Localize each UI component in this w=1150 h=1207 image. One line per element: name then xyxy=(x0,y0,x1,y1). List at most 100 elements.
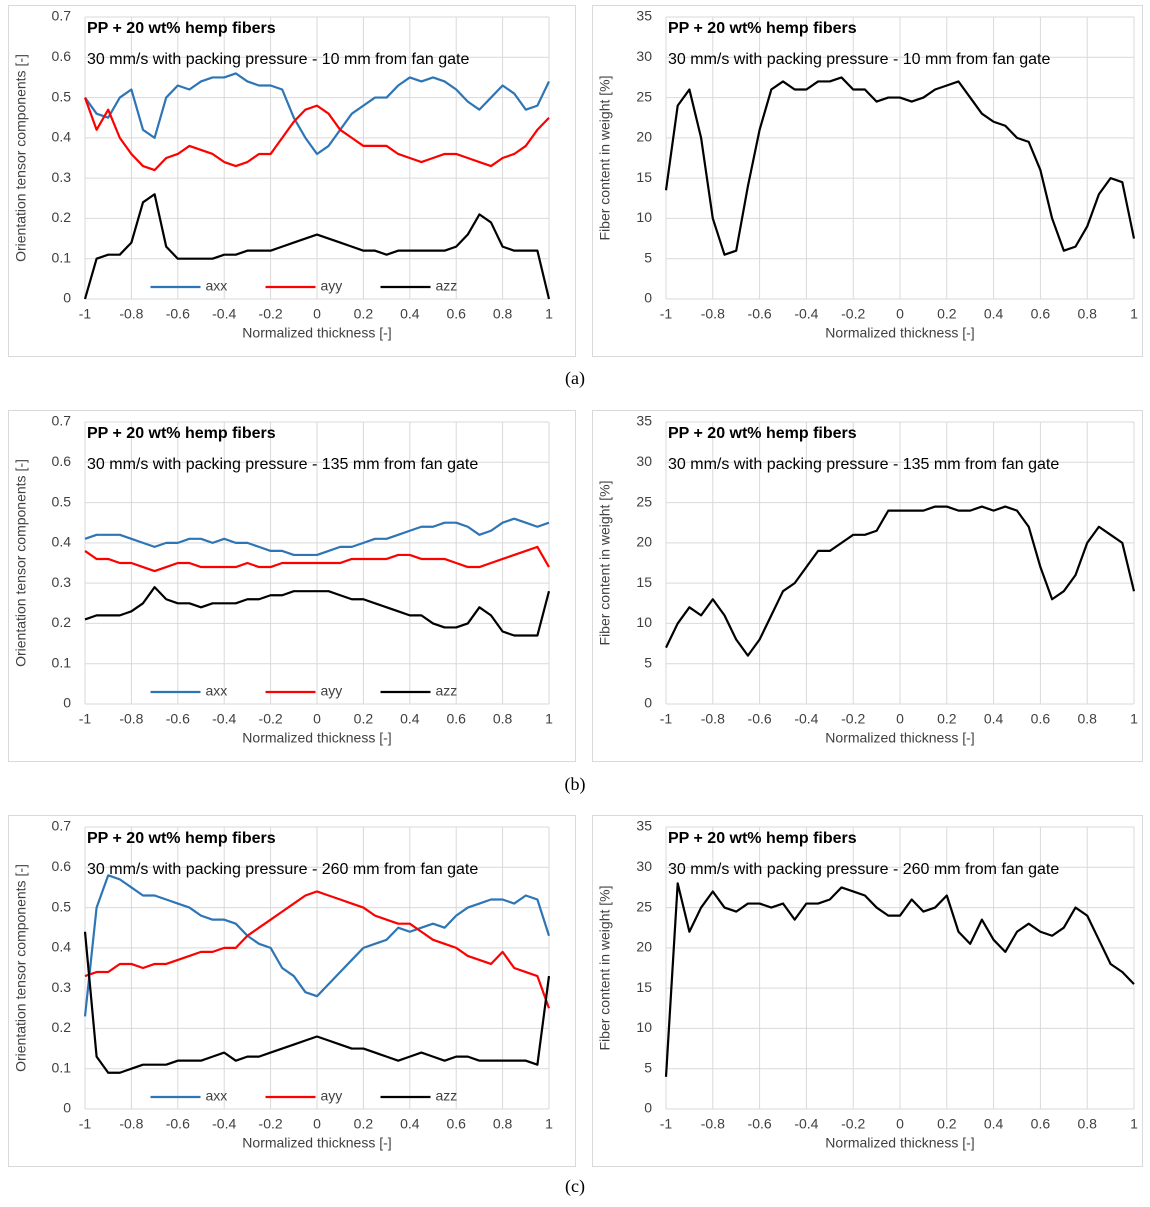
data-line xyxy=(84,545,550,573)
data-line xyxy=(84,890,551,1009)
x-tick-label: 0.2 xyxy=(937,306,957,322)
y-tick-label: 0.5 xyxy=(52,493,72,509)
y-tick-label: 0.4 xyxy=(52,939,72,955)
y-tick-label: 0 xyxy=(63,695,71,711)
data-line xyxy=(83,931,551,1074)
x-axis-label: Normalized thickness [-] xyxy=(242,325,391,341)
x-tick-label: -1 xyxy=(79,711,92,727)
x-tick-label: 0.8 xyxy=(493,1116,513,1132)
panel-border xyxy=(592,815,1143,1167)
y-tick-label: 15 xyxy=(636,979,652,995)
x-tick-label: -0.6 xyxy=(748,711,772,727)
x-tick-label: -0.4 xyxy=(212,711,236,727)
y-tick-label: 35 xyxy=(636,413,652,429)
data-line xyxy=(84,586,551,637)
x-tick-label: 0 xyxy=(896,306,904,322)
data-line xyxy=(84,517,550,557)
data-line xyxy=(664,882,1135,1077)
chart-title: PP + 20 wt% hemp fibers xyxy=(668,830,857,847)
x-tick-label: 1 xyxy=(545,306,553,322)
y-axis-label: Fiber content in weight [%] xyxy=(597,481,613,646)
x-tick-label: -0.6 xyxy=(166,711,190,727)
x-tick-label: 0.4 xyxy=(984,306,1004,322)
y-tick-label: 0.4 xyxy=(52,534,72,550)
y-tick-label: 25 xyxy=(636,493,652,509)
x-tick-label: 0 xyxy=(313,1116,321,1132)
x-tick-label: -0.8 xyxy=(701,306,725,322)
chart-subtitle: 30 mm/s with packing pressure - 10 mm fr… xyxy=(87,51,469,68)
y-tick-label: 15 xyxy=(636,574,652,590)
x-tick-label: 0.2 xyxy=(354,1116,374,1132)
x-axis-label: Normalized thickness [-] xyxy=(825,1135,974,1151)
legend-label: azz xyxy=(436,1088,458,1104)
chart-subtitle: 30 mm/s with packing pressure - 135 mm f… xyxy=(87,456,478,473)
y-tick-label: 35 xyxy=(636,8,652,24)
x-tick-label: 0.4 xyxy=(400,306,420,322)
chart-panel: 0 5 10 15 20 25 30 35 -1 -0.8 -0.6 -0.4 -0.2 0 0.2 0.4 0… xyxy=(592,410,1143,762)
y-tick-label: 0 xyxy=(644,1100,652,1116)
x-tick-label: 1 xyxy=(1130,711,1138,727)
legend-label: azz xyxy=(436,683,458,699)
x-tick-label: 0.6 xyxy=(446,1116,466,1132)
x-tick-label: 0 xyxy=(313,306,321,322)
y-tick-label: 30 xyxy=(636,48,652,64)
y-tick-label: 0.1 xyxy=(52,249,72,265)
y-tick-label: 0.2 xyxy=(52,1019,72,1035)
y-tick-label: 0 xyxy=(644,290,652,306)
x-tick-label: -0.8 xyxy=(119,306,143,322)
chart-title: PP + 20 wt% hemp fibers xyxy=(668,20,857,37)
y-axis-label: Orientation tensor components [-] xyxy=(13,864,29,1072)
x-tick-label: -0.6 xyxy=(166,1116,190,1132)
x-tick-label: -0.6 xyxy=(748,306,772,322)
chart-panel: 0 0.1 0.2 0.3 0.4 0.5 0.6 0.7 -1 -0.8 -0.6 -0.4 -0.2… xyxy=(8,815,576,1167)
chart-subtitle: 30 mm/s with packing pressure - 260 mm f… xyxy=(87,861,478,878)
x-tick-label: -0.4 xyxy=(212,1116,236,1132)
panel-border xyxy=(8,815,576,1167)
y-tick-label: 35 xyxy=(636,818,652,834)
data-line xyxy=(84,72,550,156)
y-tick-label: 20 xyxy=(636,939,652,955)
chart-subtitle: 30 mm/s with packing pressure - 260 mm f… xyxy=(668,861,1059,878)
x-tick-label: -0.2 xyxy=(259,711,283,727)
x-tick-label: 1 xyxy=(1130,306,1138,322)
x-tick-label: 0.8 xyxy=(1077,306,1097,322)
x-tick-label: 0.8 xyxy=(493,711,513,727)
chart-panel: 0 5 10 15 20 25 30 35 -1 -0.8 -0.6 -0.4 -0.2 0 0.2 0.4 0… xyxy=(592,5,1143,357)
y-tick-label: 15 xyxy=(636,169,652,185)
data-line xyxy=(665,505,1136,657)
x-tick-label: 0.8 xyxy=(1077,1116,1097,1132)
x-tick-label: 0.2 xyxy=(354,306,374,322)
y-tick-label: 0 xyxy=(63,1100,71,1116)
y-tick-label: 0.6 xyxy=(52,48,72,64)
x-tick-label: -0.2 xyxy=(259,306,283,322)
panel-border xyxy=(592,410,1143,762)
x-tick-label: -0.2 xyxy=(841,306,865,322)
panel-border xyxy=(8,5,576,357)
y-tick-label: 5 xyxy=(644,249,652,265)
x-tick-label: 0 xyxy=(896,1116,904,1132)
x-tick-label: 0.6 xyxy=(1031,711,1051,727)
legend-label: ayy xyxy=(321,278,343,294)
y-tick-label: 10 xyxy=(636,614,652,630)
y-tick-label: 0.1 xyxy=(52,654,72,670)
y-tick-label: 0.5 xyxy=(52,88,72,104)
chart-subtitle: 30 mm/s with packing pressure - 135 mm f… xyxy=(668,456,1059,473)
x-tick-label: 0.4 xyxy=(984,711,1004,727)
y-tick-label: 0.1 xyxy=(52,1059,72,1075)
x-tick-label: 1 xyxy=(545,1116,553,1132)
y-tick-label: 20 xyxy=(636,129,652,145)
panel-label: (b) xyxy=(565,774,586,795)
y-axis-label: Orientation tensor components [-] xyxy=(13,54,29,262)
x-axis-label: Normalized thickness [-] xyxy=(825,730,974,746)
y-tick-label: 30 xyxy=(636,453,652,469)
y-tick-label: 0.7 xyxy=(52,8,72,24)
x-tick-label: 0.2 xyxy=(937,711,957,727)
panel-border xyxy=(8,410,576,762)
y-tick-label: 20 xyxy=(636,534,652,550)
panel-border xyxy=(592,5,1143,357)
x-tick-label: -1 xyxy=(660,1116,673,1132)
chart-panel: 0 5 10 15 20 25 30 35 -1 -0.8 -0.6 -0.4 -0.2 0 0.2 0.4 0… xyxy=(592,815,1143,1167)
x-tick-label: 0.4 xyxy=(984,1116,1004,1132)
y-tick-label: 5 xyxy=(644,1059,652,1075)
y-tick-label: 0.3 xyxy=(52,979,72,995)
